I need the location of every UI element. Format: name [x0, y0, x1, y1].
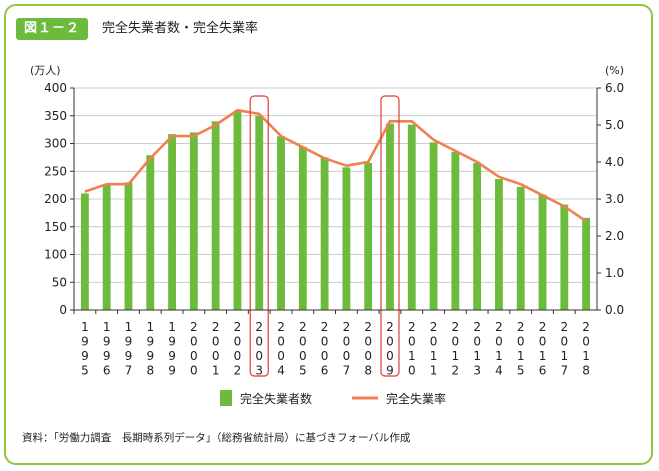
bar-2012 [451, 151, 460, 310]
legend-bar-label: 完全失業者数 [240, 391, 312, 406]
left-axis-tick-label: 250 [44, 164, 67, 178]
left-axis-tick-label: 150 [44, 220, 67, 234]
legend: 完全失業者数 完全失業率 [220, 390, 446, 406]
bar-2018 [582, 217, 591, 310]
right-axis-tick-label: 3.0 [605, 192, 624, 206]
left-axis-tick-label: 400 [44, 81, 67, 95]
left-axis-tick-label: 50 [52, 275, 67, 289]
bar-2013 [473, 162, 482, 310]
bar-2009 [386, 123, 394, 311]
bar-2000 [189, 132, 198, 310]
highlight-box-2003 [249, 95, 269, 377]
bar-2001 [211, 121, 220, 310]
left-axis-tick-label: 300 [44, 137, 67, 151]
figure-number-badge: 図１－２ [16, 18, 89, 40]
left-axis-tick-label: 100 [44, 248, 67, 262]
highlight-boxes [249, 95, 400, 377]
axes: 0 50 100 150 200 250 300 350 400 0.0 1.0 2.0 3.0 4.0 5… [44, 81, 624, 378]
left-axis-unit: (万人) [30, 64, 61, 77]
bar-2016 [538, 194, 547, 310]
bar-2014 [495, 179, 503, 310]
left-axis-tick-label: 200 [44, 192, 67, 206]
left-axis-tick-label: 350 [44, 109, 67, 123]
right-axis-unit: (%) [605, 64, 624, 77]
bar-2002 [233, 110, 242, 310]
bar-2004 [277, 136, 285, 310]
right-axis-tick-label: 4.0 [605, 155, 624, 169]
bar-2006 [320, 157, 329, 310]
bar-2017 [560, 204, 569, 310]
highlight-box-2009 [380, 95, 400, 377]
bar-2011 [429, 142, 438, 310]
figure-title: 完全失業者数・完全失業率 [102, 21, 259, 36]
bar-1995 [80, 193, 89, 310]
right-axis-tick-label: 0.0 [605, 303, 624, 317]
bar-2005 [298, 146, 307, 310]
bar-1996 [102, 185, 111, 310]
legend-line-label: 完全失業率 [386, 391, 446, 406]
bar-2015 [516, 186, 525, 310]
right-axis-tick-label: 6.0 [605, 81, 624, 95]
right-axis-tick-label: 1.0 [605, 266, 624, 280]
bar-2003 [255, 115, 264, 310]
unemployment-rate-line [84, 108, 587, 223]
bar-1997 [124, 182, 133, 310]
right-axis-tick-label: 5.0 [605, 118, 624, 132]
grid-lines [74, 87, 597, 283]
legend-bar-swatch [220, 390, 232, 406]
right-axis-tick-label: 2.0 [605, 229, 624, 243]
bar-1998 [146, 155, 155, 310]
bar-1999 [168, 134, 176, 310]
left-axis-tick-label: 0 [59, 303, 67, 317]
bar-2010 [407, 124, 416, 310]
source-note: 資料：「労働力調査 長期時系列データ」（総務省統計局）に基づきフォーバル作成 [22, 432, 411, 444]
bar-2008 [364, 162, 373, 310]
bar-2007 [342, 167, 351, 310]
line-series [84, 108, 587, 223]
bar-series [80, 110, 591, 311]
